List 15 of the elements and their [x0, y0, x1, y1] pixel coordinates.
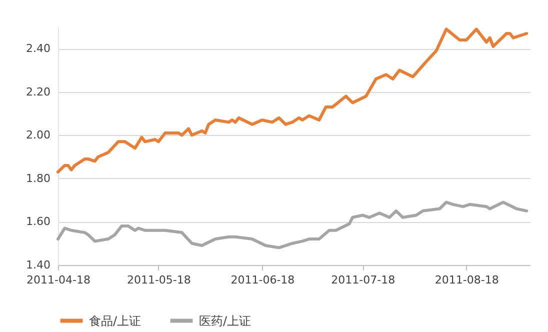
y-tick-label: 1.40 [26, 258, 50, 272]
legend-label: 医药/上证 [199, 314, 252, 328]
line-series [56, 28, 528, 174]
legend-label: 食品/上证 [89, 314, 142, 328]
x-tick-label: 2011-08-18 [434, 274, 499, 286]
line-series [56, 200, 528, 250]
x-tick-label: 2011-05-18 [126, 274, 191, 286]
y-tick-label: 2.00 [26, 128, 50, 142]
x-tick-label: 2011-04-18 [26, 274, 90, 286]
y-tick-label: 2.40 [26, 42, 50, 56]
y-tick-label: 1.60 [26, 215, 50, 228]
y-tick-label: 1.80 [26, 172, 50, 185]
x-tick-label: 2011-07-18 [331, 274, 396, 286]
x-tick-label: 2011-06-18 [230, 274, 295, 286]
y-tick-label: 2.20 [26, 85, 50, 98]
